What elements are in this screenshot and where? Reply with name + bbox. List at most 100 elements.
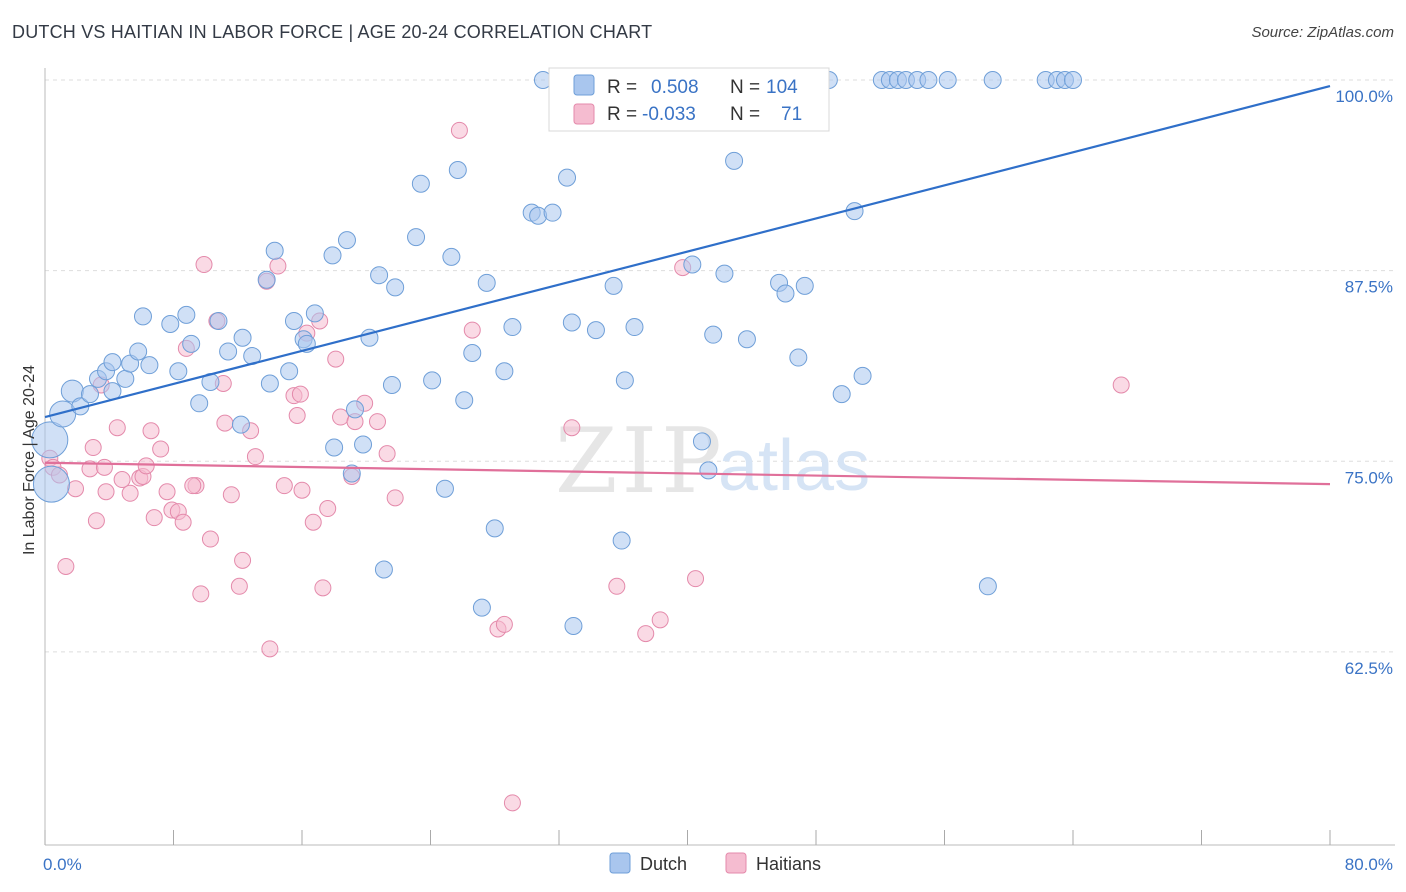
dutch-point-97 <box>983 71 1002 89</box>
dutch-point-33 <box>305 304 324 323</box>
dutch-point-62 <box>558 168 577 187</box>
dutch-point-48 <box>435 479 454 498</box>
watermark-zip: ZIP <box>555 409 726 514</box>
haitian-point-54 <box>386 489 404 507</box>
dutch-point-16 <box>169 362 188 381</box>
dutch-point-36 <box>337 231 356 250</box>
dutch-point-101 <box>1064 71 1082 89</box>
dutch-point-28 <box>265 241 284 260</box>
haitian-point-47 <box>327 350 345 368</box>
haitian-point-12 <box>121 484 139 502</box>
watermark-atlas: atlas <box>718 426 870 506</box>
dutch-point-50 <box>448 160 467 179</box>
dutch-point-65 <box>586 321 605 340</box>
dutch-point-57 <box>503 318 522 337</box>
dutch-point-23 <box>231 415 250 434</box>
haitian-point-11 <box>113 471 131 489</box>
haitian-point-35 <box>246 448 264 466</box>
haitian-point-25 <box>192 585 210 603</box>
haitian-point-15 <box>137 457 155 475</box>
haitian-point-48 <box>332 408 350 426</box>
haitian-point-4 <box>67 480 85 498</box>
dutch-point-64 <box>564 616 583 635</box>
haitian-point-37 <box>261 640 279 658</box>
dutch-point-41 <box>370 266 389 285</box>
haitian-point-45 <box>314 579 332 597</box>
dutch-point-15 <box>161 315 180 333</box>
haitian-point-3 <box>57 557 75 575</box>
dutch-point-5 <box>80 385 99 404</box>
dutch-point-14 <box>140 356 159 375</box>
dutch-point-0 <box>31 421 69 459</box>
dutch-point-74 <box>692 432 711 451</box>
x-tick-label-1: 80.0% <box>1345 855 1393 874</box>
dutch-point-87 <box>832 385 851 404</box>
dutch-point-35 <box>325 438 344 457</box>
dutch-n-value: 104 <box>766 77 798 98</box>
haitian-point-59 <box>503 794 521 812</box>
x-tick-label-0: 0.0% <box>43 855 82 874</box>
dutch-point-9 <box>103 353 122 372</box>
haitian-point-65 <box>687 570 705 588</box>
dutch-point-54 <box>477 273 496 292</box>
haitian-point-6 <box>84 439 102 457</box>
haitian-point-8 <box>95 458 113 476</box>
haitian-swatch <box>573 103 595 125</box>
dutch-point-42 <box>374 560 393 579</box>
haitian-point-31 <box>222 486 240 504</box>
dutch-point-61 <box>543 203 562 222</box>
haitian-point-33 <box>234 551 252 569</box>
dutch-point-46 <box>411 174 430 193</box>
chart-title: DUTCH VS HAITIAN IN LABOR FORCE | AGE 20… <box>12 22 653 42</box>
haitian-point-52 <box>368 413 386 431</box>
dutch-point-95 <box>938 71 957 89</box>
haitian-point-22 <box>174 513 192 531</box>
dutch-r-value: 0.508 <box>651 77 699 98</box>
haitian-point-26 <box>195 256 213 274</box>
haitian-point-39 <box>275 477 293 495</box>
dutch-point-56 <box>495 362 514 381</box>
dutch-point-63 <box>562 313 581 332</box>
haitian-point-18 <box>152 440 170 458</box>
haitian-point-55 <box>450 121 468 139</box>
tick-labels: 100.0% 87.5% 75.0% 62.5% 0.0% 80.0% <box>43 87 1393 874</box>
dutch-point-45 <box>407 228 426 247</box>
haitian-point-60 <box>563 419 581 437</box>
dutch-point-75 <box>699 461 718 480</box>
haitian-point-30 <box>216 414 234 432</box>
haitian-point-17 <box>145 509 163 527</box>
y-tick-label-2: 75.0% <box>1345 468 1393 487</box>
legend-haitian-swatch <box>725 852 747 874</box>
dutch-point-30 <box>284 311 303 330</box>
haitian-point-38 <box>269 257 287 275</box>
legend-dutch-label: Dutch <box>640 854 687 874</box>
haitian-point-56 <box>463 321 481 339</box>
dutch-point-83 <box>789 348 808 367</box>
dutch-point-27 <box>260 374 279 393</box>
haitian-point-16 <box>142 422 160 440</box>
haitian-point-63 <box>651 611 669 629</box>
haitian-point-10 <box>108 419 126 437</box>
haitian-point-62 <box>637 625 655 643</box>
dutch-point-55 <box>485 519 504 538</box>
dutch-point-47 <box>423 371 442 390</box>
dutch-r-label: R = <box>607 77 637 98</box>
dutch-point-66 <box>604 276 623 295</box>
dutch-point-38 <box>346 400 365 419</box>
haitian-point-58 <box>495 615 513 633</box>
haitian-point-46 <box>319 500 337 518</box>
trend-lines <box>44 85 1331 486</box>
dutch-point-82 <box>776 284 795 303</box>
haitian-point-53 <box>378 445 396 463</box>
legend-dutch-swatch <box>609 852 631 874</box>
dutch-point-13 <box>133 307 152 326</box>
dutch-point-53 <box>472 598 491 617</box>
y-tick-label-0: 100.0% <box>1335 87 1393 106</box>
dutch-point-18 <box>182 334 201 353</box>
dutch-point-76 <box>704 325 723 344</box>
dutch-point-78 <box>725 151 744 170</box>
dutch-point-96 <box>978 577 997 596</box>
dutch-point-43 <box>382 376 401 394</box>
dutch-swatch <box>573 74 595 96</box>
dutch-point-51 <box>455 391 474 410</box>
